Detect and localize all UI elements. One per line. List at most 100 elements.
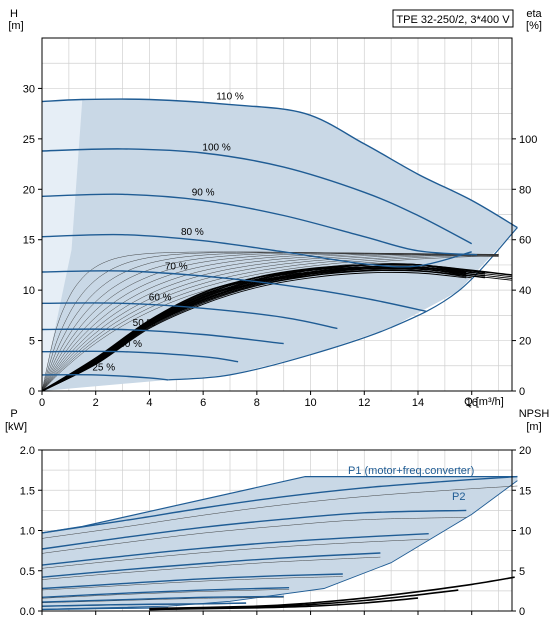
y-tick-label: 0 — [29, 386, 35, 398]
y-tick-label: 25 — [23, 134, 35, 146]
npsh-axis-unit: [m] — [526, 421, 541, 433]
speed-curve-25 — [41, 373, 169, 381]
speed-label: 80 % — [181, 227, 204, 238]
thin-reference-curve — [41, 254, 499, 392]
efficiency-axis-label: eta — [526, 8, 542, 20]
thin-power-curve — [41, 517, 467, 554]
x-tick-label: 6 — [200, 397, 206, 409]
x-tick-label: 0 — [39, 397, 45, 409]
power-curve — [41, 552, 381, 578]
y2-tick-label: 10 — [519, 526, 531, 538]
thin-power-curve — [41, 556, 381, 580]
y-tick-label: 2.0 — [20, 445, 35, 457]
x-tick-label: 4 — [146, 397, 152, 409]
thin-reference-curve — [41, 253, 499, 392]
plot-frame — [41, 37, 513, 392]
y-tick-label: 0.0 — [20, 606, 35, 618]
speed-label: 60 % — [149, 293, 172, 304]
efficiency-curve-band — [41, 271, 467, 392]
head-axis-label: H — [10, 8, 18, 20]
speed-label: 50 % — [133, 318, 156, 329]
efficiency-curve — [41, 263, 513, 392]
y-tick-label: 20 — [23, 184, 35, 196]
x-tick-label: 2 — [93, 397, 99, 409]
y2-tick-label: 0 — [519, 386, 525, 398]
power-curve — [41, 595, 284, 603]
y-tick-label: 1.5 — [20, 485, 35, 497]
p2-series-label: P2 — [452, 491, 465, 503]
speed-curves — [41, 98, 518, 381]
speed-curve-110 — [41, 98, 518, 229]
npsh-axis-label: NPSH — [519, 408, 550, 420]
power-curve — [41, 573, 343, 590]
thin-power-curve — [41, 485, 518, 539]
speed-label: 100 % — [202, 142, 230, 153]
speed-label: 110 % — [216, 92, 244, 103]
y2-tick-label: 20 — [519, 445, 531, 457]
thin-power-curve — [41, 576, 343, 591]
power-curve — [41, 587, 290, 598]
x-tick-label: 12 — [358, 397, 370, 409]
speed-curve-60 — [41, 302, 338, 330]
power-curve — [41, 509, 467, 550]
speed-label: 90 % — [192, 187, 215, 198]
flow-axis-label: Q [m³/h] — [464, 396, 504, 408]
speed-label: 70 % — [165, 261, 188, 272]
y-tick-label: 1.0 — [20, 526, 35, 538]
y2-tick-label: 80 — [519, 184, 531, 196]
power-chart-axes: 0.0 0.5 1.0 1.5 2.0 0 5 10 15 20 — [20, 445, 532, 618]
speed-curve-90 — [41, 193, 478, 256]
x-tick-label: 10 — [304, 397, 316, 409]
thin-reference-curve — [41, 254, 499, 392]
x-tick-label: 8 — [254, 397, 260, 409]
thin-power-curve — [41, 597, 284, 604]
head-thin-curves — [41, 251, 499, 392]
y-tick-label: 0.5 — [20, 566, 35, 578]
y-tick-label: 15 — [23, 235, 35, 247]
npsh-curves — [149, 576, 515, 611]
model-label: TPE 32-250/2, 3*400 V — [396, 14, 510, 26]
speed-label: 25 % — [92, 362, 115, 373]
power-curve — [41, 533, 429, 566]
y2-tick-label: 100 — [519, 134, 537, 146]
power-curve — [41, 475, 518, 534]
head-area-light — [42, 99, 83, 391]
p1-series-label: P1 (motor+freq.converter) — [348, 465, 474, 477]
power-area-fill — [42, 476, 518, 610]
thin-reference-curve — [41, 254, 499, 392]
head-axis-unit: [m] — [8, 20, 23, 32]
thin-power-curve — [41, 538, 429, 569]
x-tick-label: 16 — [466, 397, 478, 409]
head-chart-axes: 0 5 10 15 20 25 30 0 20 40 60 80 100 0 2 4 6 8 10 12 14 16 — [23, 37, 537, 409]
power-curve — [41, 602, 247, 607]
y2-tick-label: 5 — [519, 566, 525, 578]
y-tick-label: 30 — [23, 83, 35, 95]
speed-curve-100 — [41, 148, 473, 245]
y2-tick-label: 20 — [519, 336, 531, 348]
efficiency-curve-band — [41, 269, 513, 392]
y-tick-label: 10 — [23, 285, 35, 297]
y2-tick-label: 60 — [519, 235, 531, 247]
y-tick-label: 5 — [29, 336, 35, 348]
power-axis-unit: [kW] — [5, 421, 27, 433]
y2-tick-label: 40 — [519, 285, 531, 297]
thin-power-curve — [41, 589, 290, 599]
speed-curve-50 — [41, 328, 284, 345]
npsh-curve — [149, 597, 419, 611]
speed-curve-80 — [41, 233, 472, 268]
speed-curve-labels: 110 % 100 % 90 % 80 % 70 % 60 % 50 % 40 % 25 % — [92, 92, 244, 374]
efficiency-curve-band — [41, 267, 513, 392]
thin-reference-curve — [41, 253, 499, 392]
speed-label: 40 % — [119, 339, 142, 350]
speed-curve-40 — [41, 350, 239, 363]
power-thin-curves — [41, 485, 518, 610]
head-area-lower-boundary — [168, 227, 518, 381]
y2-tick-label: 0 — [519, 606, 525, 618]
speed-curve-70 — [41, 270, 427, 312]
power-axis-label: P — [10, 408, 17, 420]
x-tick-label: 14 — [412, 397, 424, 409]
efficiency-axis-unit: [%] — [526, 20, 542, 32]
y2-tick-label: 15 — [519, 485, 531, 497]
model-label-box — [392, 9, 514, 28]
